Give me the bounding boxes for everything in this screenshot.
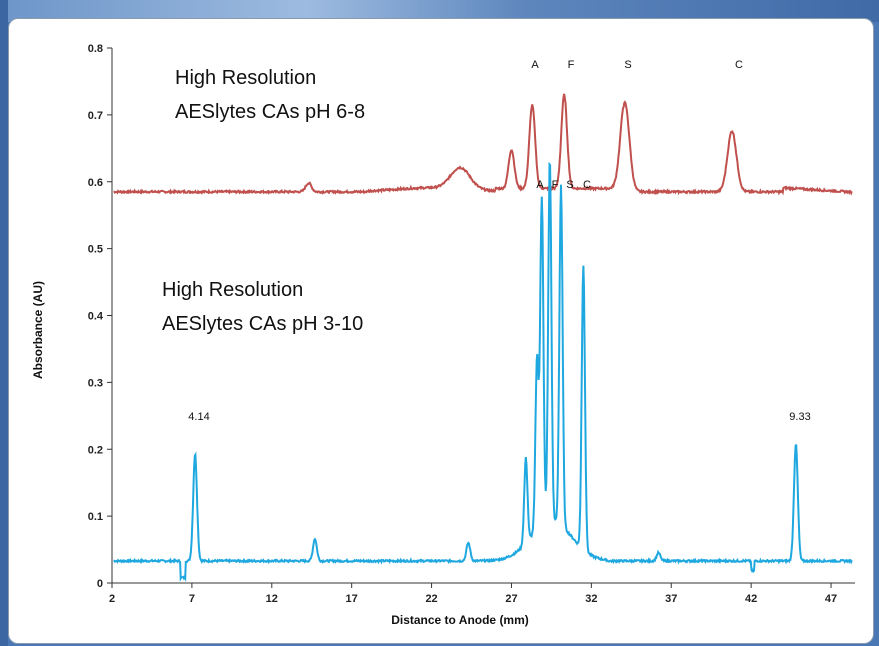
x-tick-label: 2 [109, 593, 115, 605]
x-tick-label: 47 [825, 593, 837, 605]
annotation-top-line1: High Resolution [175, 67, 316, 89]
y-axis-title: Absorbance (AU) [31, 281, 45, 379]
series-line-ph-6-8 [113, 93, 853, 196]
y-tick-label: 0.4 [88, 311, 104, 323]
x-tick-label: 42 [745, 593, 757, 605]
marker-label-9-33: 9.33 [789, 411, 810, 423]
x-axis-title: Distance to Anode (mm) [391, 613, 529, 627]
annotation-bottom-line1: High Resolution [162, 279, 303, 301]
x-tick-label: 7 [189, 593, 195, 605]
marker-label-4-14: 4.14 [188, 411, 209, 423]
window-left-border [0, 0, 8, 646]
peak-label-f-top: F [568, 59, 575, 71]
y-tick-label: 0.8 [88, 43, 103, 55]
peak-label-c-bottom: C [583, 179, 591, 191]
peak-label-s-top: S [624, 59, 631, 71]
y-tick-label: 0.2 [88, 444, 103, 456]
peak-label-a-bottom: A [536, 179, 544, 191]
y-tick-label: 0.1 [88, 511, 103, 523]
y-tick-label: 0.6 [88, 177, 103, 189]
y-ticks: 0 0.1 0.2 0.3 0.4 0.5 0.6 0.7 0.8 [88, 43, 112, 590]
x-tick-label: 37 [665, 593, 677, 605]
window-top-bar [0, 0, 879, 22]
peak-label-f-bottom: F [552, 179, 559, 191]
x-tick-label: 12 [266, 593, 278, 605]
y-tick-label: 0.5 [88, 244, 103, 256]
y-tick-label: 0.3 [88, 377, 103, 389]
chart-panel [8, 18, 874, 644]
peak-label-a-top: A [531, 59, 539, 71]
x-tick-label: 17 [346, 593, 358, 605]
x-tick-label: 22 [425, 593, 437, 605]
peak-label-c-top: C [735, 59, 743, 71]
y-tick-label: 0 [97, 578, 103, 590]
x-tick-label: 32 [585, 593, 597, 605]
annotation-bottom-line2: AESlytes CAs pH 3-10 [162, 313, 363, 335]
x-ticks: 2 7 12 17 22 27 32 37 42 47 [109, 583, 837, 605]
y-tick-label: 0.7 [88, 110, 103, 122]
series-line-ph-3-10 [113, 161, 853, 583]
peak-label-s-bottom: S [566, 179, 573, 191]
annotation-top-line2: AESlytes CAs pH 6-8 [175, 101, 365, 123]
x-tick-label: 27 [505, 593, 517, 605]
